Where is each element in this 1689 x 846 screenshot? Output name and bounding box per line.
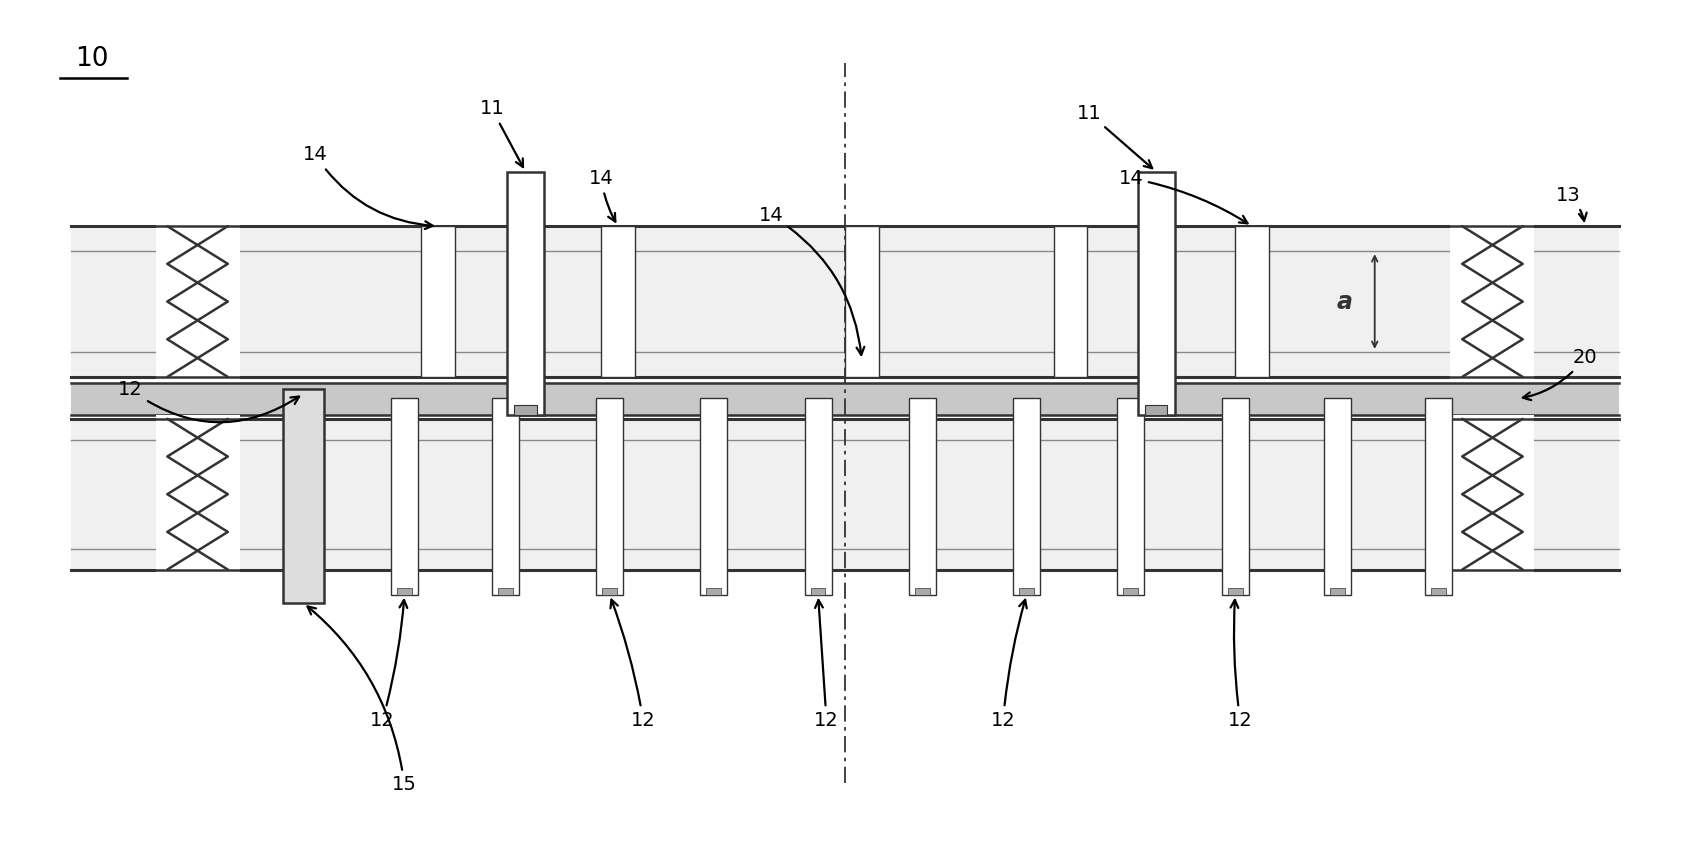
Bar [1145,404,1167,415]
Bar [699,398,726,595]
Bar [71,382,1618,415]
Bar [1221,398,1248,595]
Bar [1449,222,1534,381]
Bar [498,588,512,595]
Bar [491,398,519,595]
Text: 12: 12 [1228,600,1252,730]
Text: 20: 20 [1522,349,1596,400]
Bar [513,404,537,415]
Text: 14: 14 [588,169,615,222]
Bar [1052,226,1086,377]
Bar [71,419,1618,569]
Bar [1018,588,1034,595]
Text: 11: 11 [480,99,522,167]
Bar [909,398,936,595]
Bar [1116,398,1143,595]
Bar [397,588,412,595]
Bar [1123,588,1138,595]
Bar [804,398,831,595]
Bar [706,588,721,595]
Text: 12: 12 [610,600,655,730]
Bar [914,588,929,595]
Bar [1226,588,1241,595]
Bar [844,226,878,377]
Bar [291,398,318,595]
Bar [507,172,544,415]
Text: 12: 12 [118,380,299,422]
Bar [71,226,1618,377]
Bar [390,398,417,595]
Text: a: a [1336,289,1351,314]
Bar [1235,226,1268,377]
Bar [601,588,616,595]
Bar [1449,415,1534,574]
Bar [155,415,240,574]
Bar [1013,398,1039,595]
Bar [596,398,623,595]
Text: 13: 13 [1556,185,1586,221]
Bar [296,588,311,595]
Bar [601,226,635,377]
Bar [155,222,240,381]
Text: 12: 12 [814,600,838,730]
Bar [1137,172,1174,415]
Bar [1324,398,1351,595]
Bar [284,389,324,603]
Bar [811,588,824,595]
Text: 14: 14 [1118,169,1246,223]
Text: 12: 12 [990,600,1027,730]
Text: 11: 11 [1076,103,1152,168]
Text: 14: 14 [302,146,432,229]
Text: 14: 14 [758,206,863,355]
Text: 10: 10 [74,46,108,72]
Bar [1424,398,1451,595]
Text: 15: 15 [307,607,417,794]
Bar [1329,588,1344,595]
Text: 12: 12 [370,600,407,730]
Bar [421,226,454,377]
Bar [1431,588,1446,595]
